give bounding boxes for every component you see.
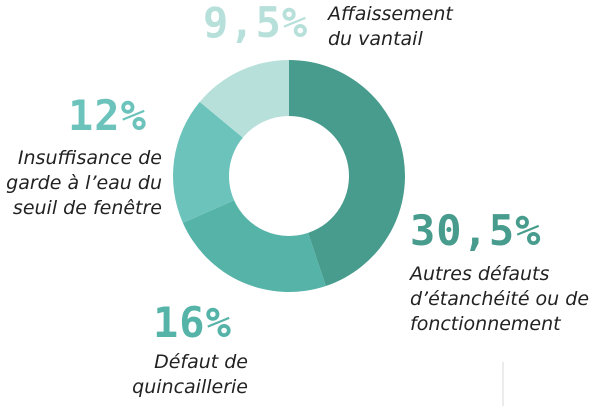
- slice-label-autres-line-1: Autres défauts: [410, 263, 550, 285]
- slice-label-insuffisance-line-1: Insuffisance de: [17, 147, 162, 169]
- donut-slice-autres: [289, 60, 405, 286]
- slice-label-affaissement: Affaissement du vantail: [328, 2, 453, 52]
- donut-slices: [173, 60, 405, 292]
- pct-label-quincaillerie: 16%: [153, 298, 232, 347]
- pct-label-autres: 30,5%: [410, 206, 542, 255]
- donut-slice-insuffisance: [173, 101, 243, 223]
- donut-slice-quincaillerie: [182, 200, 326, 292]
- slice-label-affaissement-line-2: du vantail: [328, 28, 423, 50]
- slice-label-autres-line-3: fonctionnement: [410, 313, 561, 335]
- slice-label-insuffisance: Insuffisance de garde à l’eau du seuil d…: [6, 146, 162, 221]
- slice-label-quincaillerie-line-2: quincaillerie: [132, 376, 248, 398]
- slice-label-insuffisance-line-2: garde à l’eau du: [6, 172, 162, 194]
- slice-label-quincaillerie-line-1: Défaut de: [154, 351, 248, 373]
- slice-label-affaissement-line-1: Affaissement: [328, 3, 453, 25]
- donut-slice-affaissement: [199, 60, 289, 138]
- slice-label-autres: Autres défauts d’étanchéité ou de foncti…: [410, 262, 589, 337]
- pct-label-affaissement: 9,5%: [203, 0, 309, 47]
- slice-label-quincaillerie: Défaut de quincaillerie: [132, 350, 248, 400]
- slice-label-insuffisance-line-3: seuil de fenêtre: [12, 197, 162, 219]
- slice-label-autres-line-2: d’étanchéité ou de: [410, 288, 590, 310]
- pct-label-insuffisance: 12%: [68, 91, 147, 140]
